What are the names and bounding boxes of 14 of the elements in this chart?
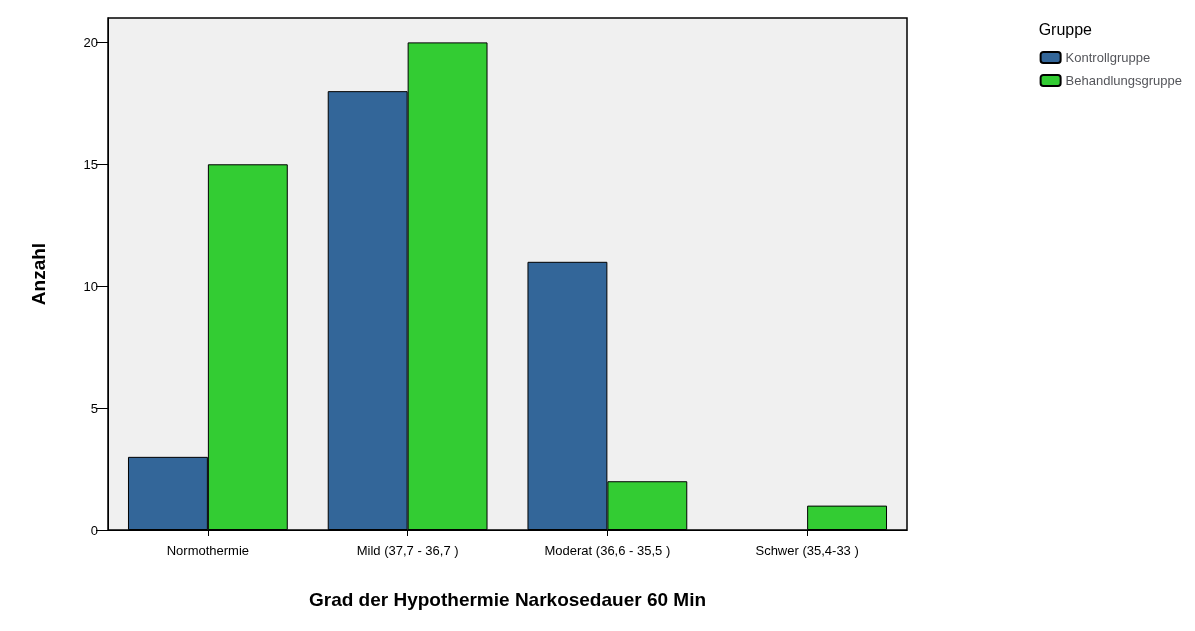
legend-label: Behandlungsgruppe [1065,73,1183,88]
legend-title: Gruppe [1038,20,1093,38]
x-tick-label: Mild (37,7 - 36,7 ) [356,543,459,558]
x-axis-title: Grad der Hypothermie Narkosedauer 60 Min [308,589,707,610]
x-tick-label: Schwer (35,4-33 ) [755,543,859,558]
y-axis-title: Anzahl [28,242,49,306]
y-tick-label: 5 [90,400,98,416]
y-tick-label: 15 [83,156,98,172]
legend-label: Kontrollgruppe [1065,50,1151,65]
y-tick-label: 20 [83,34,98,50]
x-tick-label: Normothermie [166,543,250,558]
y-tick-label: 0 [90,522,98,538]
x-tick-label: Moderat (36,6 - 35,5 ) [544,543,671,558]
y-tick-label: 10 [83,278,98,294]
